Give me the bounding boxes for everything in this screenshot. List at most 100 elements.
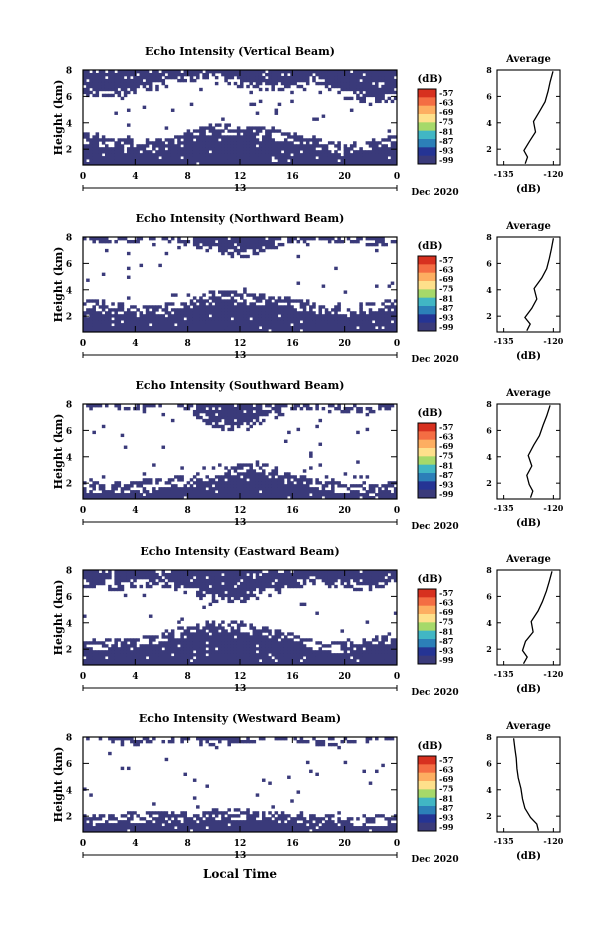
echo-cell [167,138,172,142]
echo-cell [224,481,228,485]
echo-cell [158,305,162,309]
echo-cell [287,647,291,651]
echo-cell [293,311,297,315]
echo-cell [353,650,357,654]
echo-cell [243,593,247,598]
echo-cell [227,587,231,592]
echo-cell [167,239,172,244]
echo-cell [268,493,272,497]
echo-cell [189,156,194,160]
echo-cell [271,487,275,491]
echo-cell [293,299,297,303]
echo-cell [117,329,122,332]
echo-cell [283,153,288,157]
echo-cell [161,487,166,491]
echo-cell [277,575,282,580]
echo-cell [92,141,96,145]
echo-cell [368,162,373,165]
echo-cell [227,153,231,157]
echo-cell [349,81,354,86]
echo-cell [249,635,253,639]
echo-cell [104,93,109,98]
profile-x-label: -120 [543,169,563,179]
echo-cell [280,659,285,663]
echo-cell [324,484,329,488]
echo-cell [318,496,323,499]
echo-cell [387,78,392,83]
echo-cell [371,159,376,163]
echo-cell [255,460,260,464]
echo-cell [167,323,172,327]
echo-cell [255,570,260,574]
echo-cell [249,490,253,494]
echo-cell [280,162,285,165]
echo-cell [117,314,122,318]
echo-cell [240,490,244,494]
echo-cell [161,156,166,160]
echo-cell [362,153,366,157]
echo-cell [145,317,150,321]
echo-cell [305,302,310,306]
echo-cell [337,239,341,244]
echo-cell [177,138,181,142]
echo-cell [199,578,203,583]
echo-cell [126,493,131,497]
echo-cell [89,493,93,497]
echo-cell [258,404,263,408]
echo-cell [359,162,363,165]
echo-cell [202,329,206,332]
echo-cell [287,656,291,660]
echo-cell [123,406,128,411]
echo-cell [142,320,147,324]
echo-cell [331,84,335,89]
echo-cell [274,150,279,154]
echo-cell [356,496,360,499]
echo-cell [362,317,366,321]
echo-cell [205,572,209,577]
echo-cell [142,150,147,154]
echo-cell [218,478,222,482]
echo-cell [224,650,228,654]
echo-image [83,237,397,332]
echo-cell [117,578,122,583]
echo-cell [152,141,156,145]
echo-cell [180,572,184,577]
echo-cell [230,427,235,432]
echo-cell [196,662,200,665]
echo-cell [117,647,122,651]
echo-cell [327,581,332,586]
echo-cell [343,320,348,324]
echo-cell [123,493,128,497]
echo-cell [280,308,285,312]
echo-cell [305,75,310,80]
echo-cell [296,72,301,77]
echo-cell [230,314,235,318]
echo-cell [240,575,244,580]
echo-cell [177,156,181,160]
echo-cell [258,421,263,426]
echo-cell [387,299,392,303]
echo-cell [349,644,354,648]
echo-cell [368,70,373,74]
colorbar-tick-label: -99 [439,322,454,332]
echo-cell [101,150,106,154]
echo-cell [243,302,247,306]
echo-cell [236,638,241,642]
echo-cell [120,662,125,665]
colorbar-segment [418,89,436,98]
echo-cell [111,656,115,660]
echo-cell [277,305,282,309]
echo-cell [243,638,247,642]
echo-cell [277,75,282,80]
echo-cell [353,75,357,80]
echo-cell [98,75,103,80]
echo-cell [133,153,137,157]
echo-cell [243,599,247,604]
echo-cell [249,144,253,148]
echo-cell [117,93,122,98]
echo-cell [240,415,244,420]
echo-cell [233,475,238,479]
echo-cell [126,81,131,86]
echo-cell [95,659,100,663]
echo-cell [265,245,269,250]
